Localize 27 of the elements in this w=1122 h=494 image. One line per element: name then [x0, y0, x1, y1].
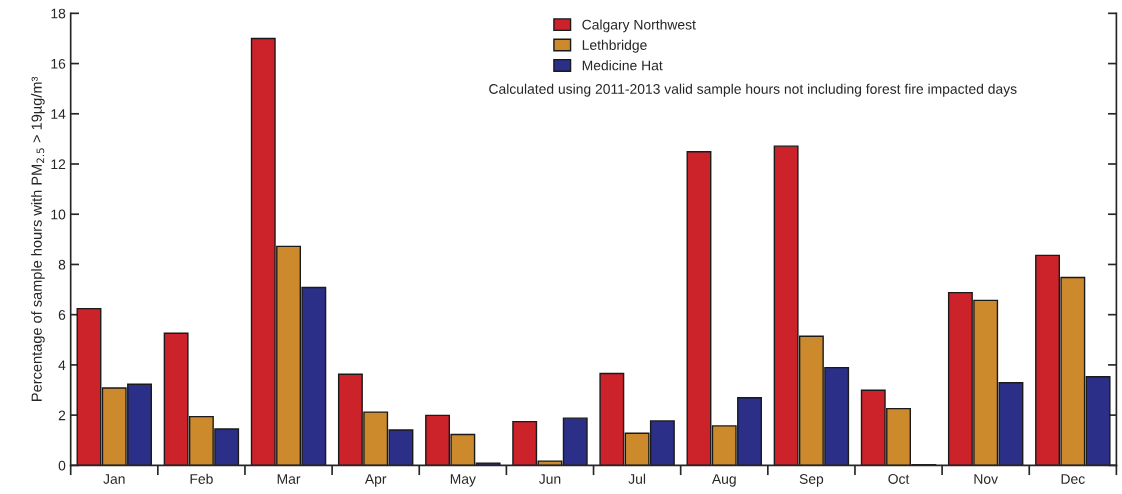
x-tick-label: Sep: [799, 474, 824, 487]
x-tick-label: May: [450, 474, 476, 487]
y-tick-label: 10: [51, 209, 66, 220]
x-tick-label: Apr: [364, 474, 387, 487]
y-axis-title: Percentage of sample hours with PM$_{2.5}$ > 19µg/m³: [31, 76, 45, 401]
y-tick-label: 18: [51, 8, 66, 19]
x-tick-label: Feb: [190, 473, 213, 484]
x-tick-label: Dec: [1061, 474, 1085, 484]
legend-label: Lethbridge: [582, 39, 647, 53]
x-tick-label: Oct: [888, 474, 910, 484]
legend-label: Calgary Northwest: [582, 19, 696, 33]
x-tick-label: Jan: [103, 474, 125, 484]
x-tick-label: Jul: [628, 473, 646, 484]
annotation: Calculated using 2011-2013 valid sample hours not including forest fire impacted days: [489, 83, 1017, 97]
y-tick-label: 14: [51, 109, 66, 119]
y-tick-label: 0: [58, 460, 66, 471]
y-tick-label: 4: [58, 360, 66, 370]
x-tick-label: Nov: [974, 474, 998, 484]
y-tick-label: 8: [58, 259, 66, 270]
y-tick-label: 6: [58, 310, 66, 320]
x-tick-label: Mar: [277, 474, 301, 484]
y-tick-label: 12: [51, 159, 66, 170]
y-tick-label: 2: [58, 410, 66, 421]
x-tick-label: Aug: [711, 474, 736, 487]
x-tick-label: Jun: [538, 474, 561, 484]
y-tick-label: 16: [51, 58, 66, 69]
legend-label: Medicine Hat: [582, 60, 663, 71]
